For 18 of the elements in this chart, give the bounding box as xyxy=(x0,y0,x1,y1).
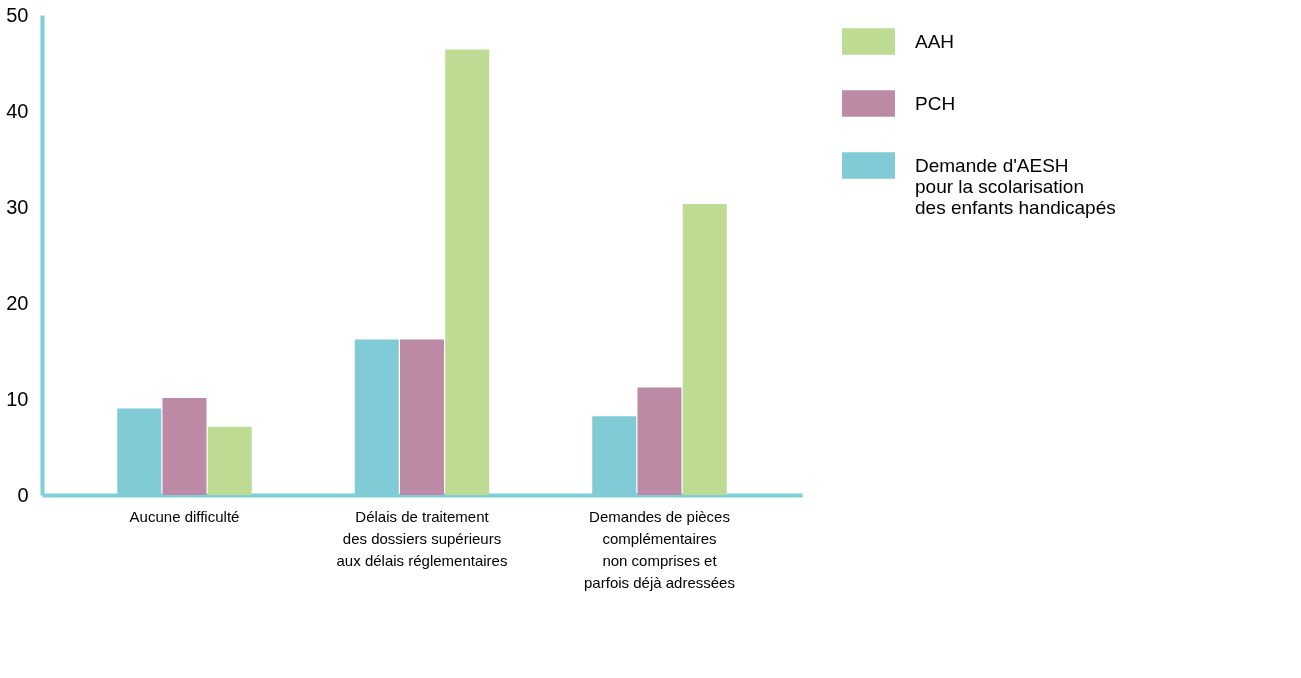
x-tick-label: Aucune difficulté xyxy=(129,507,240,525)
bar xyxy=(682,204,727,495)
y-tick-label: 0 xyxy=(17,483,29,506)
y-tick-label: 20 xyxy=(6,291,29,314)
y-tick-label: 40 xyxy=(6,99,29,122)
bar xyxy=(637,387,682,495)
bar xyxy=(400,339,444,495)
y-tick-label: 10 xyxy=(6,387,29,410)
bar xyxy=(445,49,490,495)
x-tick-label: Délais de traitement des dossiers supérieurs aux délais réglementaires xyxy=(336,507,508,569)
y-tick-label: 50 xyxy=(6,3,29,26)
legend-label: PCH xyxy=(915,92,956,114)
legend-label: AAH xyxy=(915,30,955,52)
y-tick-label: 30 xyxy=(6,195,29,218)
legend-label: Demande d'AESH pour la scolarisation des enfants handicapés xyxy=(915,154,1116,218)
bar xyxy=(207,426,252,495)
bar xyxy=(162,398,207,495)
x-tick-label: Demandes de pièces complémentaires non comprises et parfois déjà adressées xyxy=(584,507,735,591)
